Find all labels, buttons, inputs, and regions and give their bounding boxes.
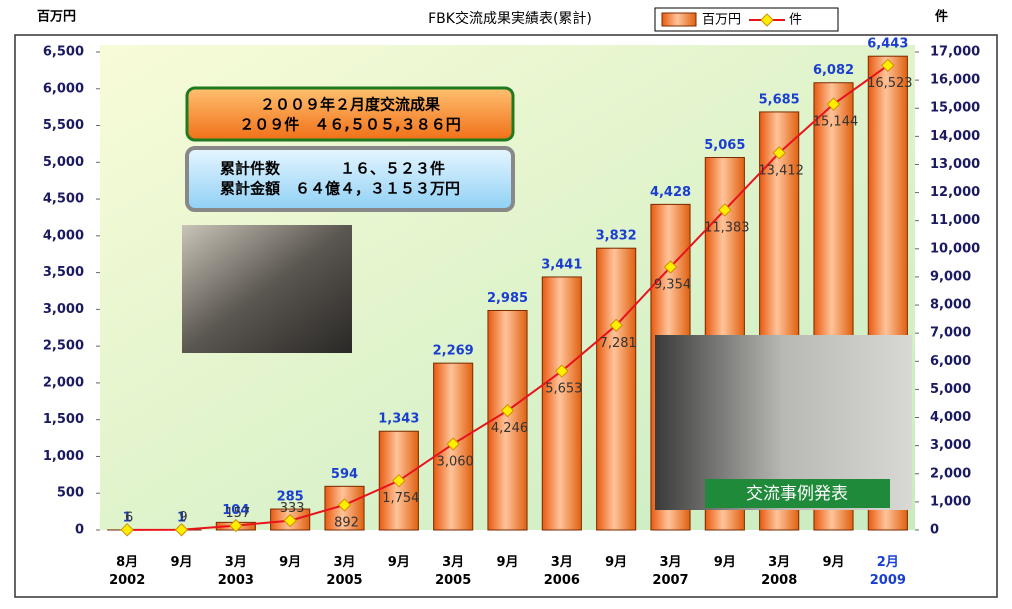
y-tick-label: 2,000 <box>43 375 84 390</box>
y2-tick-label: 11,000 <box>930 213 980 228</box>
x-tick-label: 9月 <box>170 555 192 570</box>
y2-tick-label: 6,000 <box>930 354 971 369</box>
y-tick-label: 2,500 <box>43 339 84 354</box>
y2-tick-label: 4,000 <box>930 410 971 425</box>
y-tick-label: 6,500 <box>43 45 84 60</box>
line-value-label: 3,060 <box>437 454 474 469</box>
line-value-label: 11,383 <box>704 220 750 235</box>
bar-value-label: 594 <box>331 467 358 482</box>
y-tick-label: 3,000 <box>43 302 84 317</box>
line-value-label: 157 <box>225 506 250 521</box>
y2-tick-label: 7,000 <box>930 326 971 341</box>
line-value-label: 4,246 <box>491 421 528 436</box>
bar-value-label: 1,343 <box>378 412 419 427</box>
line-value-label: 9 <box>179 510 187 525</box>
bar-value-label: 6,443 <box>867 37 908 52</box>
y2-tick-label: 5,000 <box>930 382 971 397</box>
y-tick-label: 4,500 <box>43 192 84 207</box>
y2-tick-label: 8,000 <box>930 298 971 313</box>
x-tick-label: 9月 <box>279 555 301 570</box>
y2-axis-label: 件 <box>935 9 948 25</box>
x-tick-label: 9月 <box>714 555 736 570</box>
bar-value-label: 5,065 <box>704 138 745 153</box>
y2-tick-label: 3,000 <box>930 438 971 453</box>
y2-tick-label: 13,000 <box>930 157 980 172</box>
line-value-label: 15,144 <box>813 115 859 130</box>
x-tick-label: 9月 <box>388 555 410 570</box>
y-tick-label: 0 <box>75 523 84 538</box>
photo-caption: 交流事例発表 <box>746 484 848 504</box>
photo <box>182 225 352 353</box>
line-value-label: 5,653 <box>545 382 582 397</box>
annotation: 累計金額 ６４億４，３１５３万円 <box>220 180 460 198</box>
bar <box>542 277 581 530</box>
y2-tick-label: 9,000 <box>930 269 971 284</box>
line-value-label: 7,281 <box>600 336 637 351</box>
y-tick-label: 500 <box>57 486 84 501</box>
legend-swatch <box>662 13 696 26</box>
bar <box>597 248 636 530</box>
line-value-label: 6 <box>125 510 133 525</box>
y2-tick-label: 2,000 <box>930 466 971 481</box>
line-value-label: 16,523 <box>867 76 913 91</box>
chart-title: FBK交流成果実績表(累計) <box>428 10 592 27</box>
y-tick-label: 5,000 <box>43 155 84 170</box>
bar-value-label: 3,441 <box>541 257 582 272</box>
bar-value-label: 4,428 <box>650 185 691 200</box>
line-value-label: 333 <box>280 501 305 516</box>
x-tick-label: 9月 <box>496 555 518 570</box>
y2-tick-label: 10,000 <box>930 241 980 256</box>
legend-label: 件 <box>789 13 802 28</box>
y2-tick-label: 15,000 <box>930 101 980 116</box>
annotation: ２００９年２月度交流成果 <box>260 96 441 114</box>
annotation: ２０９件 ４６,５０５,３８６円 <box>239 116 460 134</box>
legend-label: 百万円 <box>702 13 741 28</box>
bar-value-label: 2,269 <box>433 344 474 359</box>
y-tick-label: 3,500 <box>43 265 84 280</box>
chart: 百万円 件 FBK交流成果実績表(累計) 0 500 1,000 1,500 2,000… <box>0 0 1012 605</box>
y-axis-label: 百万円 <box>37 10 76 25</box>
line-value-label: 13,412 <box>758 163 804 178</box>
x-tick-label: 9月 <box>605 555 627 570</box>
x-tick-label: 9月 <box>822 555 844 570</box>
bar-value-label: 6,082 <box>813 63 854 78</box>
y2-tick-label: 17,000 <box>930 45 980 60</box>
line-value-label: 1,754 <box>382 491 419 506</box>
y2-tick-label: 16,000 <box>930 73 980 88</box>
line-value-label: 892 <box>334 515 359 530</box>
y-tick-label: 4,000 <box>43 228 84 243</box>
y-tick-label: 1,500 <box>43 412 84 427</box>
y2-tick-label: 12,000 <box>930 185 980 200</box>
y2-tick-label: 14,000 <box>930 129 980 144</box>
bar-value-label: 5,685 <box>759 92 800 107</box>
y-tick-label: 1,000 <box>43 449 84 464</box>
y-tick-label: 6,000 <box>43 81 84 96</box>
y-tick-label: 5,500 <box>43 118 84 133</box>
annotation: 累計件数 １６、５２３件 <box>220 160 445 178</box>
y2-tick-label: 1,000 <box>930 494 971 509</box>
bar-value-label: 3,832 <box>596 229 637 244</box>
bar-value-label: 2,985 <box>487 291 528 306</box>
line-value-label: 9,354 <box>654 277 691 292</box>
y2-tick-label: 0 <box>930 523 939 538</box>
